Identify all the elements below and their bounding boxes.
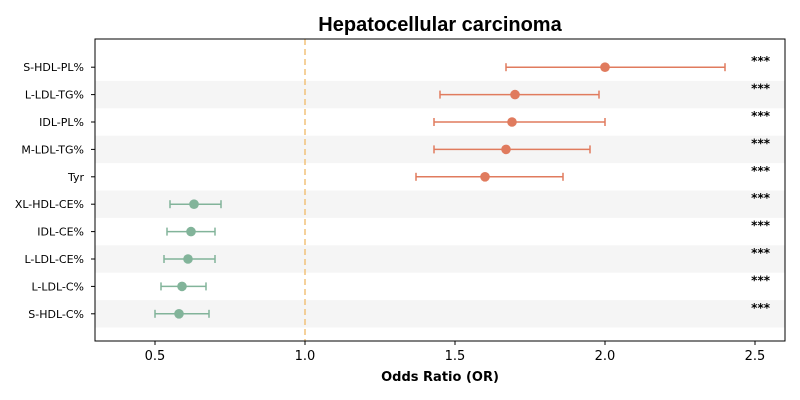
forest-row: L-LDL-CE% *** [25, 246, 771, 266]
or-point [186, 226, 196, 237]
row-label: IDL-CE% [37, 226, 84, 239]
row-label: L-LDL-C% [31, 280, 84, 293]
significance-mark: *** [751, 246, 771, 260]
x-axis-label: Odds Ratio (OR) [381, 370, 499, 385]
significance-mark: *** [751, 109, 771, 123]
or-point [510, 89, 520, 100]
significance-mark: *** [751, 136, 771, 150]
forest-row: L-LDL-TG% *** [25, 82, 771, 102]
significance-mark: *** [751, 219, 771, 233]
row-label: L-LDL-TG% [25, 89, 84, 102]
or-point [177, 281, 187, 292]
forest-row: IDL-CE% *** [37, 219, 770, 239]
or-point [507, 117, 517, 127]
or-point [189, 199, 199, 209]
forest-row: L-LDL-C% *** [31, 273, 770, 293]
forest-row: IDL-PL% *** [39, 109, 771, 129]
x-tick-label: 0.5 [145, 349, 166, 364]
row-label: S-HDL-PL% [23, 61, 84, 74]
significance-mark: *** [751, 164, 771, 178]
significance-mark: *** [751, 191, 771, 205]
row-label: IDL-PL% [39, 116, 84, 129]
x-tick-label: 1.0 [295, 349, 316, 364]
or-point [174, 309, 184, 319]
row-label: M-LDL-TG% [21, 143, 84, 156]
row-label: Tyr [67, 171, 85, 184]
x-axis: 0.5 1.0 1.5 2.0 2.5 [145, 341, 766, 364]
row-label: L-LDL-CE% [25, 253, 85, 266]
or-point [600, 62, 610, 72]
data-rows: S-HDL-PL% ***L-LDL-TG% ***IDL-PL% ***M-LDL-… [15, 54, 771, 321]
row-label: XL-HDL-CE% [15, 198, 84, 211]
x-tick-label: 1.5 [445, 349, 466, 364]
significance-mark: *** [751, 82, 771, 96]
forest-row: S-HDL-C% *** [28, 301, 770, 321]
significance-mark: *** [751, 273, 771, 287]
significance-mark: *** [751, 301, 771, 315]
forest-row: M-LDL-TG% *** [21, 136, 770, 156]
forest-row: XL-HDL-CE% *** [15, 191, 771, 211]
forest-row: Tyr *** [67, 164, 771, 184]
row-label: S-HDL-C% [28, 308, 84, 321]
or-point [480, 172, 490, 182]
forest-row: S-HDL-PL% *** [23, 54, 771, 74]
or-point [183, 254, 193, 264]
x-tick-label: 2.0 [595, 349, 616, 364]
x-tick-label: 2.5 [745, 349, 766, 364]
significance-mark: *** [751, 54, 771, 68]
row-band [95, 300, 785, 328]
or-point [501, 144, 511, 155]
chart-title: Hepatocellular carcinoma [318, 14, 562, 36]
plot-frame [94, 38, 786, 342]
